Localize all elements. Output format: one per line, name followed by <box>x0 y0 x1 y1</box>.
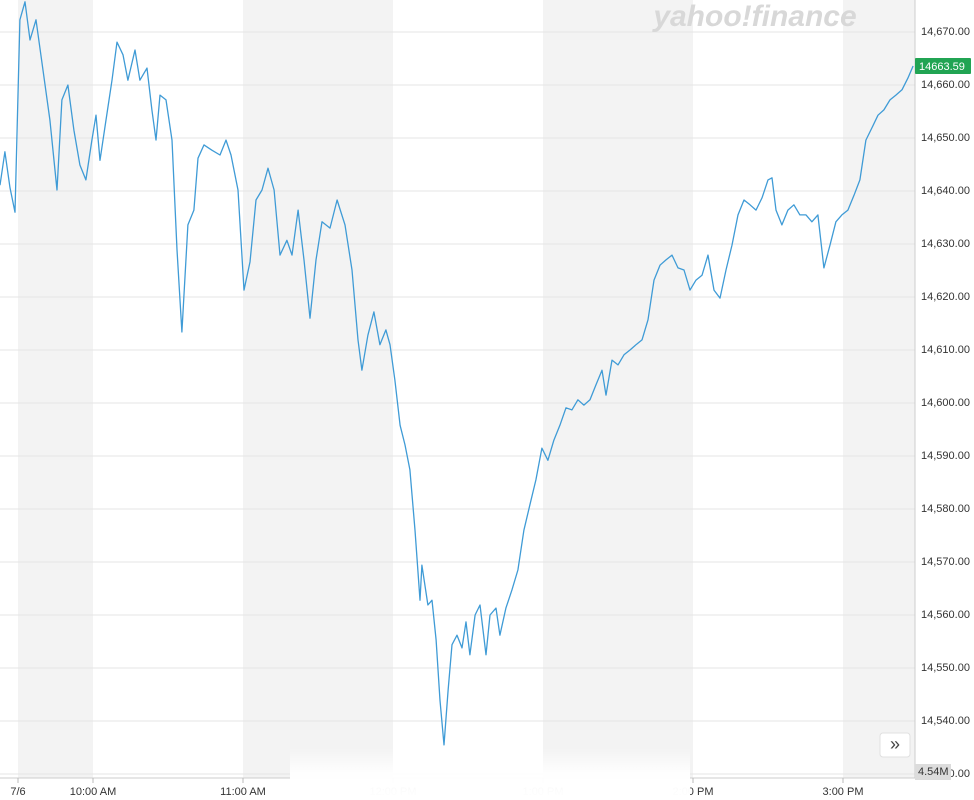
y-tick-label: 14,660.00 <box>921 79 970 91</box>
nav-button-label[interactable]: » <box>890 734 900 754</box>
y-tick-label: 14,580.00 <box>921 503 970 515</box>
nav-button-bg[interactable] <box>879 732 911 758</box>
logo: yahoo!finance <box>651 0 856 33</box>
volume-label: 4.54M <box>918 766 949 778</box>
x-tick-label: 7/6 <box>10 786 25 798</box>
y-tick-label: 14,590.00 <box>921 450 970 462</box>
y-tick-label: 14,600.00 <box>921 397 970 409</box>
price-tag <box>915 57 971 74</box>
price-line <box>0 1 914 746</box>
y-tick-label: 14,540.00 <box>921 715 970 727</box>
x-tick-label: 3:00 PM <box>823 786 864 798</box>
y-tick-label: 14,640.00 <box>921 185 970 197</box>
x-tick-label: 10:00 AM <box>70 786 116 798</box>
y-tick-label: 14,670.00 <box>921 26 970 38</box>
y-tick-label: 14,560.00 <box>921 609 970 621</box>
y-tick-label: 14,630.00 <box>921 238 970 250</box>
fade-overlay <box>290 748 690 800</box>
y-tick-label: 14,570.00 <box>921 556 970 568</box>
y-tick-label: 14,550.00 <box>921 662 970 674</box>
hour-band <box>243 0 393 778</box>
hour-band <box>843 0 915 778</box>
hour-band <box>18 0 93 778</box>
volume-badge <box>915 764 951 780</box>
price-tag-label: 14663.59 <box>919 61 965 73</box>
y-tick-label: 14,620.00 <box>921 291 970 303</box>
y-tick-label: 14,610.00 <box>921 344 970 356</box>
hour-band <box>543 0 693 778</box>
y-tick-label: 14,650.00 <box>921 132 970 144</box>
x-tick-label: 11:00 AM <box>220 786 266 798</box>
nav-button[interactable]: » <box>879 732 911 758</box>
